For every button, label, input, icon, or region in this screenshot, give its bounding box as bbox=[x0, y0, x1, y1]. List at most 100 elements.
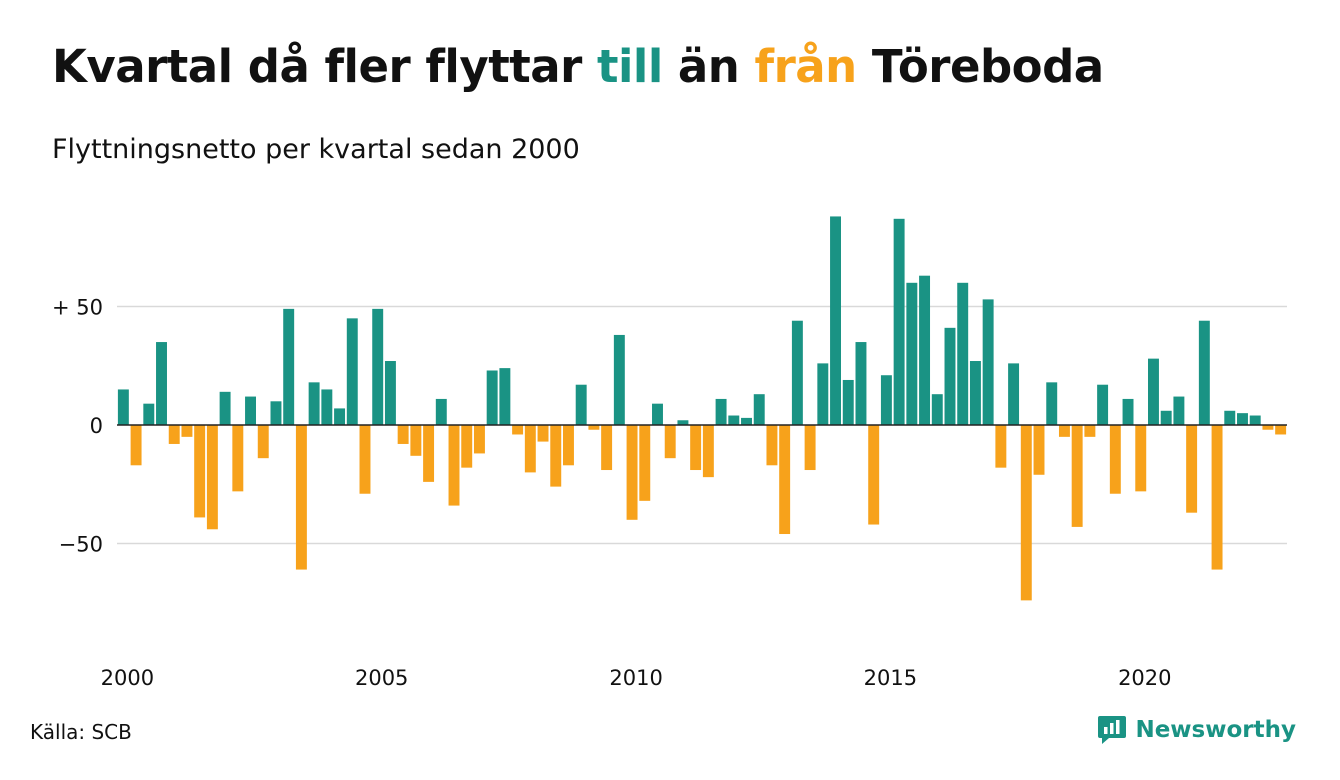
bar bbox=[588, 425, 600, 430]
bar bbox=[206, 425, 218, 530]
bar bbox=[1198, 320, 1210, 425]
bar bbox=[779, 425, 791, 535]
brand-logo: Newsworthy bbox=[1097, 714, 1296, 746]
bar bbox=[143, 403, 155, 425]
bar bbox=[486, 370, 498, 425]
bar bbox=[194, 425, 206, 518]
source-note: Källa: SCB bbox=[30, 720, 132, 744]
bar bbox=[117, 389, 129, 425]
chart-subtitle: Flyttningsnetto per kvartal sedan 2000 bbox=[52, 134, 580, 165]
bar bbox=[232, 425, 244, 492]
bar bbox=[168, 425, 180, 444]
bar bbox=[880, 375, 892, 425]
brand-name: Newsworthy bbox=[1135, 717, 1296, 743]
bar bbox=[1135, 425, 1147, 492]
bar bbox=[321, 389, 333, 425]
bar bbox=[384, 361, 396, 425]
x-tick-label: 2000 bbox=[101, 666, 154, 690]
title-part-2: än bbox=[662, 40, 755, 93]
bar bbox=[448, 425, 460, 506]
bar bbox=[906, 282, 918, 425]
bar bbox=[1084, 425, 1096, 437]
bar bbox=[702, 425, 714, 478]
bar bbox=[499, 368, 511, 425]
bar bbox=[524, 425, 536, 473]
bar bbox=[270, 401, 282, 425]
bar bbox=[1275, 425, 1287, 435]
bar bbox=[181, 425, 193, 437]
bar bbox=[957, 282, 969, 425]
bar bbox=[283, 308, 295, 425]
x-tick-label: 2005 bbox=[355, 666, 408, 690]
bar bbox=[308, 382, 320, 425]
title-till: till bbox=[596, 40, 663, 93]
x-tick-label: 2020 bbox=[1118, 666, 1171, 690]
bar bbox=[156, 342, 167, 425]
bar bbox=[1109, 425, 1121, 494]
title-part-3: Töreboda bbox=[856, 40, 1104, 93]
bar bbox=[1097, 384, 1109, 425]
bar bbox=[219, 391, 231, 425]
bar bbox=[1020, 425, 1032, 601]
bar bbox=[995, 425, 1007, 468]
bar bbox=[410, 425, 422, 456]
bar bbox=[1008, 363, 1020, 425]
gridlines bbox=[117, 305, 1287, 545]
bar bbox=[982, 299, 994, 425]
bars bbox=[117, 216, 1287, 601]
bar bbox=[817, 363, 829, 425]
bar bbox=[1224, 410, 1236, 425]
bar bbox=[715, 398, 727, 425]
x-tick-label: 2015 bbox=[864, 666, 917, 690]
bar bbox=[537, 425, 549, 442]
bar bbox=[1071, 425, 1083, 527]
bar bbox=[550, 425, 562, 487]
bar bbox=[512, 425, 524, 435]
bar bbox=[397, 425, 409, 444]
bar bbox=[766, 425, 778, 466]
x-axis-ticks: 2000 2005 2010 2015 2020 bbox=[101, 666, 1172, 690]
bar bbox=[1237, 413, 1248, 425]
bar bbox=[613, 334, 625, 425]
bar bbox=[295, 425, 307, 570]
bar bbox=[130, 425, 142, 466]
bar bbox=[804, 425, 816, 471]
bar bbox=[435, 398, 447, 425]
bar bbox=[245, 396, 256, 425]
bar bbox=[652, 403, 663, 425]
bar bbox=[893, 218, 905, 425]
bar bbox=[1122, 398, 1134, 425]
bar bbox=[575, 384, 587, 425]
bar bbox=[664, 425, 676, 459]
bar bbox=[855, 342, 867, 425]
bar bbox=[931, 394, 943, 425]
newsworthy-logo-icon bbox=[1098, 716, 1127, 744]
title-fran: från bbox=[754, 40, 858, 93]
bar bbox=[372, 308, 384, 425]
bar bbox=[1033, 425, 1045, 475]
bar bbox=[830, 216, 841, 425]
bar bbox=[690, 425, 702, 471]
bar bbox=[334, 408, 346, 425]
title-part-1: Kvartal då fler flyttar bbox=[52, 40, 597, 93]
bar bbox=[741, 417, 752, 425]
bar bbox=[1262, 425, 1274, 430]
bar bbox=[842, 379, 854, 425]
bar bbox=[359, 425, 371, 494]
bar bbox=[753, 394, 765, 425]
bar bbox=[461, 425, 473, 468]
chart-title: Kvartal då fler flyttar till än från Tör… bbox=[52, 40, 1104, 93]
bar bbox=[919, 275, 931, 425]
bar bbox=[1160, 410, 1172, 425]
x-tick-label: 2010 bbox=[609, 666, 662, 690]
bar bbox=[677, 420, 689, 425]
bar bbox=[868, 425, 880, 525]
bar bbox=[969, 361, 981, 425]
bar bbox=[601, 425, 613, 471]
bar bbox=[791, 320, 803, 425]
bar bbox=[346, 318, 358, 425]
bar bbox=[473, 425, 485, 454]
bar bbox=[944, 327, 956, 425]
bar bbox=[626, 425, 638, 520]
bar bbox=[1211, 425, 1223, 570]
